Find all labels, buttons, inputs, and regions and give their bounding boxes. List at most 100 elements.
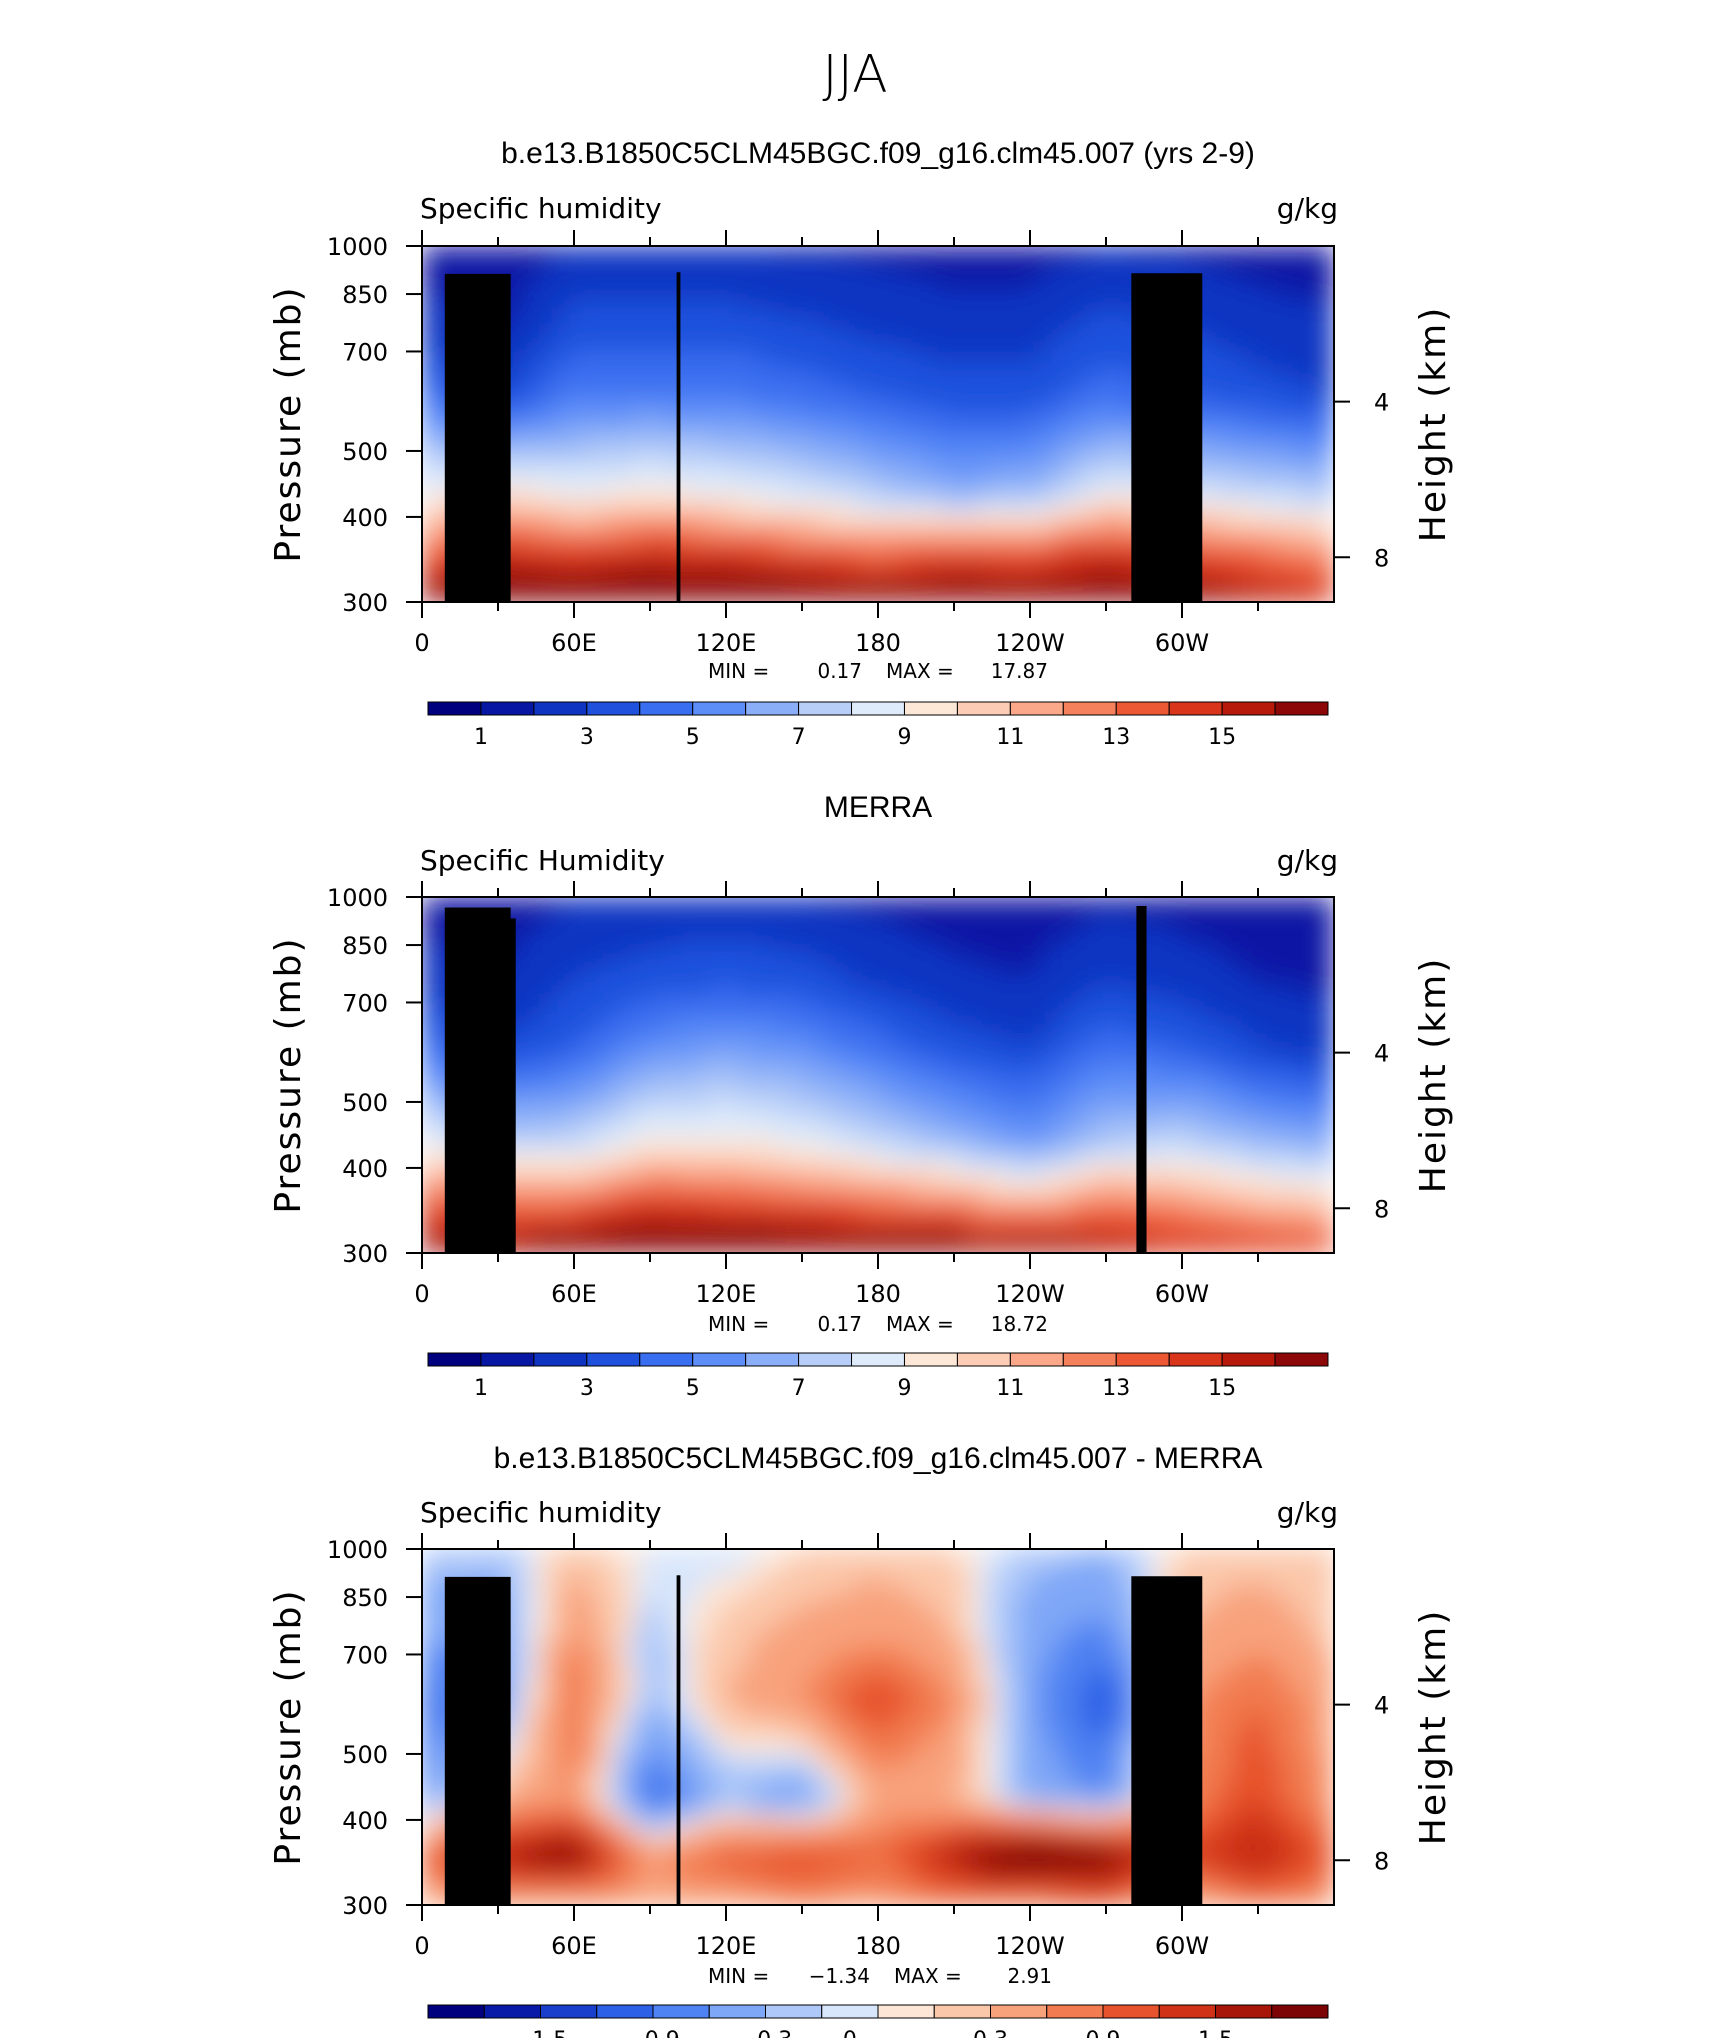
- field-cell: [611, 923, 626, 934]
- field-cell: [877, 897, 892, 907]
- field-cell: [712, 459, 727, 469]
- field-cell: [1042, 459, 1056, 469]
- field-cell: [852, 485, 866, 496]
- field-cell: [1016, 574, 1031, 585]
- field-cell: [1219, 343, 1234, 354]
- field-cell: [1219, 1074, 1234, 1085]
- field-cell: [776, 1065, 790, 1076]
- field-cell: [548, 1047, 562, 1058]
- field-cell: [1219, 1065, 1234, 1076]
- field-cell: [750, 574, 765, 585]
- field-cell: [548, 343, 562, 354]
- field-cell: [598, 281, 613, 291]
- field-cell: [1244, 1047, 1259, 1058]
- field-cell: [1270, 459, 1284, 469]
- field-cell: [801, 263, 816, 274]
- field-cell: [1257, 423, 1272, 434]
- field-cell: [586, 325, 600, 336]
- field-cell: [928, 441, 942, 452]
- x-tick-label: 120E: [696, 629, 757, 657]
- field-cell: [864, 396, 879, 407]
- field-cell: [1282, 557, 1297, 567]
- field-cell: [864, 476, 879, 487]
- field-cell: [510, 949, 524, 960]
- field-cell: [1092, 432, 1107, 443]
- field-cell: [978, 476, 993, 487]
- field-cell: [522, 290, 537, 300]
- field-cell: [1282, 994, 1297, 1005]
- field-cell: [1295, 897, 1310, 907]
- field-cell: [864, 1047, 879, 1058]
- field-cell: [763, 1012, 778, 1023]
- field-cell: [1105, 1136, 1120, 1147]
- field-cell: [1194, 1047, 1208, 1058]
- field-cell: [472, 254, 486, 265]
- field-cell: [1092, 370, 1107, 380]
- field-cell: [624, 530, 638, 541]
- field-cell: [1004, 290, 1018, 300]
- field-cell: [1105, 379, 1120, 389]
- field-cell: [624, 949, 638, 960]
- field-cell: [636, 361, 651, 372]
- field-cell: [1194, 1056, 1208, 1067]
- field-cell: [1232, 263, 1246, 274]
- field-cell: [966, 1136, 980, 1147]
- field-cell: [1308, 272, 1322, 283]
- field-cell: [1067, 923, 1082, 934]
- field-cell: [738, 246, 752, 256]
- field-cell: [548, 557, 562, 567]
- field-cell: [1080, 1012, 1094, 1023]
- field-cell: [750, 1012, 765, 1023]
- field-cell: [510, 405, 524, 416]
- field-cell: [839, 583, 854, 594]
- field-cell: [763, 1030, 778, 1040]
- field-cell: [852, 1110, 866, 1120]
- field-cell: [1320, 574, 1334, 585]
- field-cell: [725, 370, 740, 380]
- colorbar-box: [903, 701, 958, 716]
- field-cell: [966, 923, 980, 934]
- field-cell: [1295, 1056, 1310, 1067]
- field-cell: [1244, 967, 1259, 978]
- field-cell: [674, 1136, 689, 1147]
- field-cell: [902, 405, 917, 416]
- field-cell: [1308, 539, 1322, 550]
- field-cell: [953, 1038, 968, 1049]
- field-cell: [1232, 530, 1246, 541]
- field-cell: [763, 967, 778, 978]
- field-cell: [1168, 1083, 1183, 1094]
- field-cell: [598, 325, 613, 336]
- field-cell: [953, 1030, 968, 1040]
- field-cell: [915, 370, 930, 380]
- field-cell: [1308, 441, 1322, 452]
- field-cell: [700, 432, 714, 443]
- field-cell: [1320, 450, 1334, 461]
- panel-title: b.e13.B1850C5CLM45BGC.f09_g16.clm45.007 …: [501, 137, 1255, 170]
- field-cell: [864, 432, 879, 443]
- field-cell: [1232, 512, 1246, 523]
- field-cell: [700, 450, 714, 461]
- field-cell: [978, 976, 993, 987]
- field-cell: [940, 583, 955, 594]
- field-cell: [1042, 387, 1056, 398]
- field-cell: [1194, 1110, 1208, 1120]
- field-cell: [624, 1136, 638, 1147]
- field-cell: [422, 1127, 436, 1138]
- colorbar-box: [851, 701, 905, 716]
- field-cell: [1320, 512, 1334, 523]
- field-cell: [1181, 246, 1196, 256]
- field-cell: [510, 1003, 524, 1014]
- field-cell: [1143, 958, 1158, 969]
- field-cell: [1118, 1030, 1132, 1040]
- field-cell: [788, 343, 803, 354]
- field-cell: [902, 521, 917, 532]
- field-cell: [1067, 423, 1082, 434]
- field-cell: [624, 396, 638, 407]
- field-cell: [940, 914, 955, 925]
- field-cell: [928, 1038, 942, 1049]
- field-cell: [472, 897, 486, 907]
- field-cell: [1054, 583, 1069, 594]
- field-cell: [636, 343, 651, 354]
- field-cell: [1219, 316, 1234, 327]
- field-cell: [1282, 414, 1297, 425]
